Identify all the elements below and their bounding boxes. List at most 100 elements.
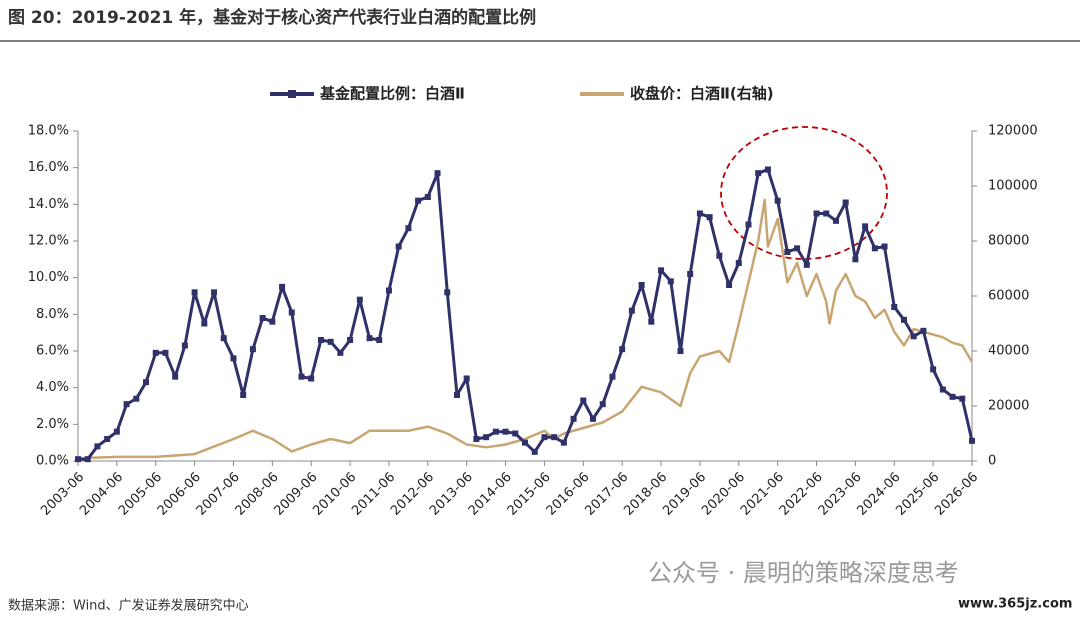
- legend-marker: [288, 90, 296, 98]
- point-marker: [541, 434, 548, 441]
- point-marker: [385, 287, 392, 294]
- point-marker: [376, 337, 383, 343]
- y-tick-label: 2.0%: [36, 417, 69, 432]
- point-marker: [638, 282, 645, 288]
- point-marker: [803, 261, 810, 268]
- point-marker: [696, 210, 703, 217]
- point-marker: [881, 243, 888, 250]
- series-line: [77, 198, 974, 460]
- point-marker: [949, 393, 956, 400]
- point-marker: [123, 401, 130, 408]
- y-tick-label: 4.0%: [36, 380, 69, 395]
- point-marker: [337, 349, 344, 356]
- point-marker: [852, 256, 859, 263]
- point-marker: [745, 221, 752, 228]
- y-tick-label: 8.0%: [36, 307, 69, 322]
- point-marker: [969, 437, 975, 444]
- point-marker: [104, 436, 111, 442]
- point-marker: [862, 223, 869, 230]
- point-marker: [959, 395, 966, 402]
- point-marker: [415, 197, 422, 204]
- y2-tick-label: 100000: [988, 179, 1038, 194]
- point-marker: [939, 386, 946, 393]
- point-marker: [172, 373, 179, 380]
- point-marker: [560, 439, 567, 446]
- point-marker: [677, 348, 684, 354]
- point-marker: [609, 373, 616, 380]
- point-marker: [628, 307, 635, 314]
- legend-label: 基金配置比例：白酒Ⅱ: [319, 85, 465, 103]
- point-marker: [483, 434, 490, 441]
- watermark: 公众号 · 晨明的策略深度思考: [648, 559, 959, 587]
- point-marker: [492, 428, 499, 435]
- y-tick-label: 10.0%: [28, 270, 69, 285]
- y-tick-label: 0.0%: [36, 454, 69, 469]
- x-tick-label: 2026-06: [932, 470, 981, 519]
- y-tick-label: 6.0%: [36, 344, 69, 359]
- point-marker: [308, 375, 315, 382]
- point-marker: [551, 434, 558, 441]
- point-marker: [143, 379, 150, 386]
- chart-title: 图 20：2019-2021 年，基金对于核心资产代表行业白酒的配置比例: [8, 7, 536, 28]
- point-marker: [453, 392, 460, 398]
- point-marker: [813, 210, 820, 217]
- point-marker: [512, 430, 519, 437]
- point-marker: [522, 439, 528, 446]
- highlight-ellipse: [720, 126, 888, 260]
- point-marker: [317, 337, 324, 343]
- point-marker: [424, 194, 431, 200]
- point-marker: [230, 355, 237, 362]
- point-marker: [619, 346, 626, 353]
- point-marker: [687, 271, 694, 277]
- point-marker: [463, 375, 470, 382]
- point-marker: [667, 278, 674, 285]
- y-tick-label: 18.0%: [28, 124, 69, 139]
- point-marker: [794, 245, 801, 252]
- point-marker: [366, 335, 373, 342]
- point-marker: [395, 243, 402, 250]
- point-marker: [599, 401, 606, 408]
- point-marker: [900, 316, 907, 323]
- point-marker: [259, 315, 266, 321]
- site-mark: www.365jz.com: [958, 597, 1072, 612]
- point-marker: [871, 245, 878, 252]
- point-marker: [910, 333, 917, 340]
- legend: 基金配置比例：白酒Ⅱ 收盘价：白酒Ⅱ(右轴): [270, 85, 774, 103]
- point-marker: [298, 373, 305, 380]
- point-marker: [191, 289, 198, 296]
- point-marker: [347, 337, 354, 343]
- point-marker: [842, 199, 849, 206]
- legend-label: 收盘价：白酒Ⅱ(右轴): [630, 85, 774, 103]
- point-marker: [735, 260, 742, 266]
- point-marker: [706, 214, 713, 221]
- point-marker: [755, 170, 762, 177]
- point-marker: [531, 448, 538, 455]
- point-marker: [288, 309, 295, 316]
- point-marker: [356, 296, 363, 303]
- point-marker: [891, 304, 898, 310]
- y2-tick-label: 60000: [988, 289, 1029, 304]
- point-marker: [220, 335, 227, 342]
- point-marker: [726, 282, 733, 288]
- point-marker: [94, 443, 101, 450]
- point-marker: [133, 395, 140, 402]
- point-marker: [269, 318, 276, 325]
- point-marker: [832, 217, 839, 224]
- point-marker: [570, 415, 577, 422]
- y2-tick-label: 0: [988, 454, 996, 469]
- point-marker: [930, 366, 937, 373]
- point-marker: [84, 456, 91, 463]
- series-line: [78, 168, 974, 461]
- point-marker: [113, 428, 120, 435]
- point-marker: [648, 318, 655, 325]
- y2-tick-label: 80000: [988, 234, 1029, 249]
- point-marker: [784, 249, 791, 255]
- point-marker: [434, 170, 441, 177]
- y-tick-label: 12.0%: [28, 234, 69, 249]
- point-marker: [502, 428, 509, 435]
- point-marker: [658, 267, 665, 274]
- point-marker: [823, 210, 830, 217]
- y-tick-label: 16.0%: [28, 160, 69, 175]
- y2-tick-label: 120000: [988, 124, 1038, 139]
